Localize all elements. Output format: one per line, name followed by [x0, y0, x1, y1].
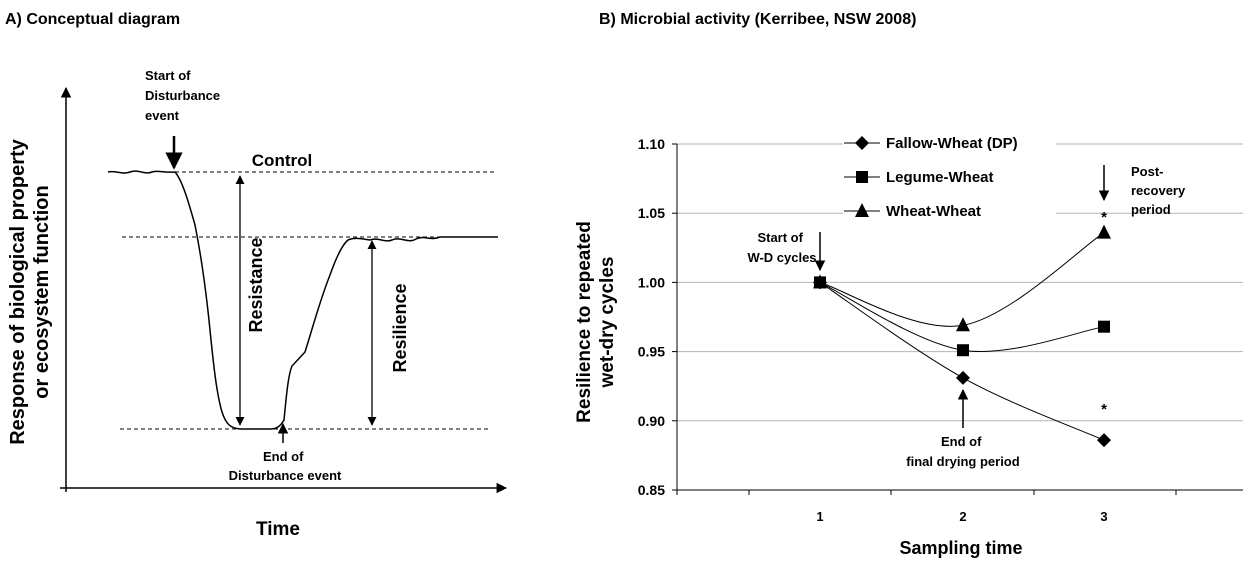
legend-label: Wheat-Wheat [886, 203, 981, 220]
panel-b-title: B) Microbial activity (Kerribee, NSW 200… [599, 11, 916, 28]
legend-label: Fallow-Wheat (DP) [886, 135, 1018, 152]
asterisk-fallow-wheat: * [1101, 401, 1107, 418]
panel-b-xlabel: Sampling time [899, 538, 1022, 558]
data-point-triangle [813, 274, 827, 289]
data-point-diamond [855, 136, 869, 150]
panel-a: A) Conceptual diagram Response of biolog… [5, 11, 508, 540]
response-curve [107, 170, 498, 430]
panel-b-ylabel-line2: wet-dry cycles [597, 257, 618, 389]
panel-b: B) Microbial activity (Kerribee, NSW 200… [574, 11, 1243, 558]
y-tick-label: 0.95 [638, 344, 665, 360]
panel-a-title: A) Conceptual diagram [5, 11, 180, 28]
post-recovery-label: Post- recovery period [1131, 164, 1189, 217]
data-point-triangle [1097, 224, 1111, 239]
asterisk-wheat-wheat: * [1101, 209, 1107, 226]
resistance-label: Resistance [246, 237, 266, 332]
series-legume-wheat [814, 276, 1110, 357]
resilience-label: Resilience [390, 283, 410, 372]
y-tick-label: 0.85 [638, 482, 665, 498]
series-wheat-wheat [813, 224, 1111, 332]
y-tick-label: 1.00 [638, 274, 665, 290]
y-tick-label: 0.90 [638, 413, 665, 429]
end-disturbance-label: End of Disturbance event [229, 449, 342, 483]
data-point-square [856, 171, 868, 183]
y-tick-label: 1.05 [638, 205, 665, 221]
legend-label: Legume-Wheat [886, 169, 994, 186]
series-line [819, 281, 1105, 352]
panel-a-ylabel-line1: Response of biological property [7, 138, 29, 444]
panel-a-xlabel: Time [256, 519, 300, 540]
legend-item-wheat-wheat: Wheat-Wheat [844, 203, 981, 220]
data-point-diamond [1097, 433, 1111, 448]
end-drying-label: End of final drying period [906, 434, 1019, 469]
legend-item-fallow-wheat-dp-: Fallow-Wheat (DP) [844, 135, 1018, 152]
start-wd-label: Start of W-D cycles [747, 230, 816, 265]
x-tick-label: 2 [959, 509, 966, 524]
y-tick-label: 1.10 [638, 136, 665, 152]
series-layer [813, 224, 1111, 448]
data-point-square [957, 344, 969, 357]
axis-layer: 0.85 0.90 0.95 1.00 1.05 1.10 1 2 3 [638, 136, 1243, 524]
data-point-diamond [956, 370, 970, 385]
control-label: Control [252, 151, 312, 170]
start-disturbance-label: Start of Disturbance event [145, 68, 224, 123]
panel-a-ylabel-line2: or ecosystem function [31, 185, 53, 398]
data-point-triangle [956, 317, 970, 332]
legend: Fallow-Wheat (DP) Legume-Wheat Wheat-Wheat [843, 126, 1056, 228]
series-fallow-wheat-dp- [813, 275, 1111, 448]
legend-item-legume-wheat: Legume-Wheat [844, 169, 994, 186]
x-tick-label: 3 [1100, 509, 1107, 524]
x-tick-label: 1 [816, 509, 823, 524]
data-point-square [1098, 320, 1110, 333]
panel-b-ylabel-line1: Resilience to repeated [574, 221, 595, 423]
data-point-triangle [855, 203, 869, 217]
